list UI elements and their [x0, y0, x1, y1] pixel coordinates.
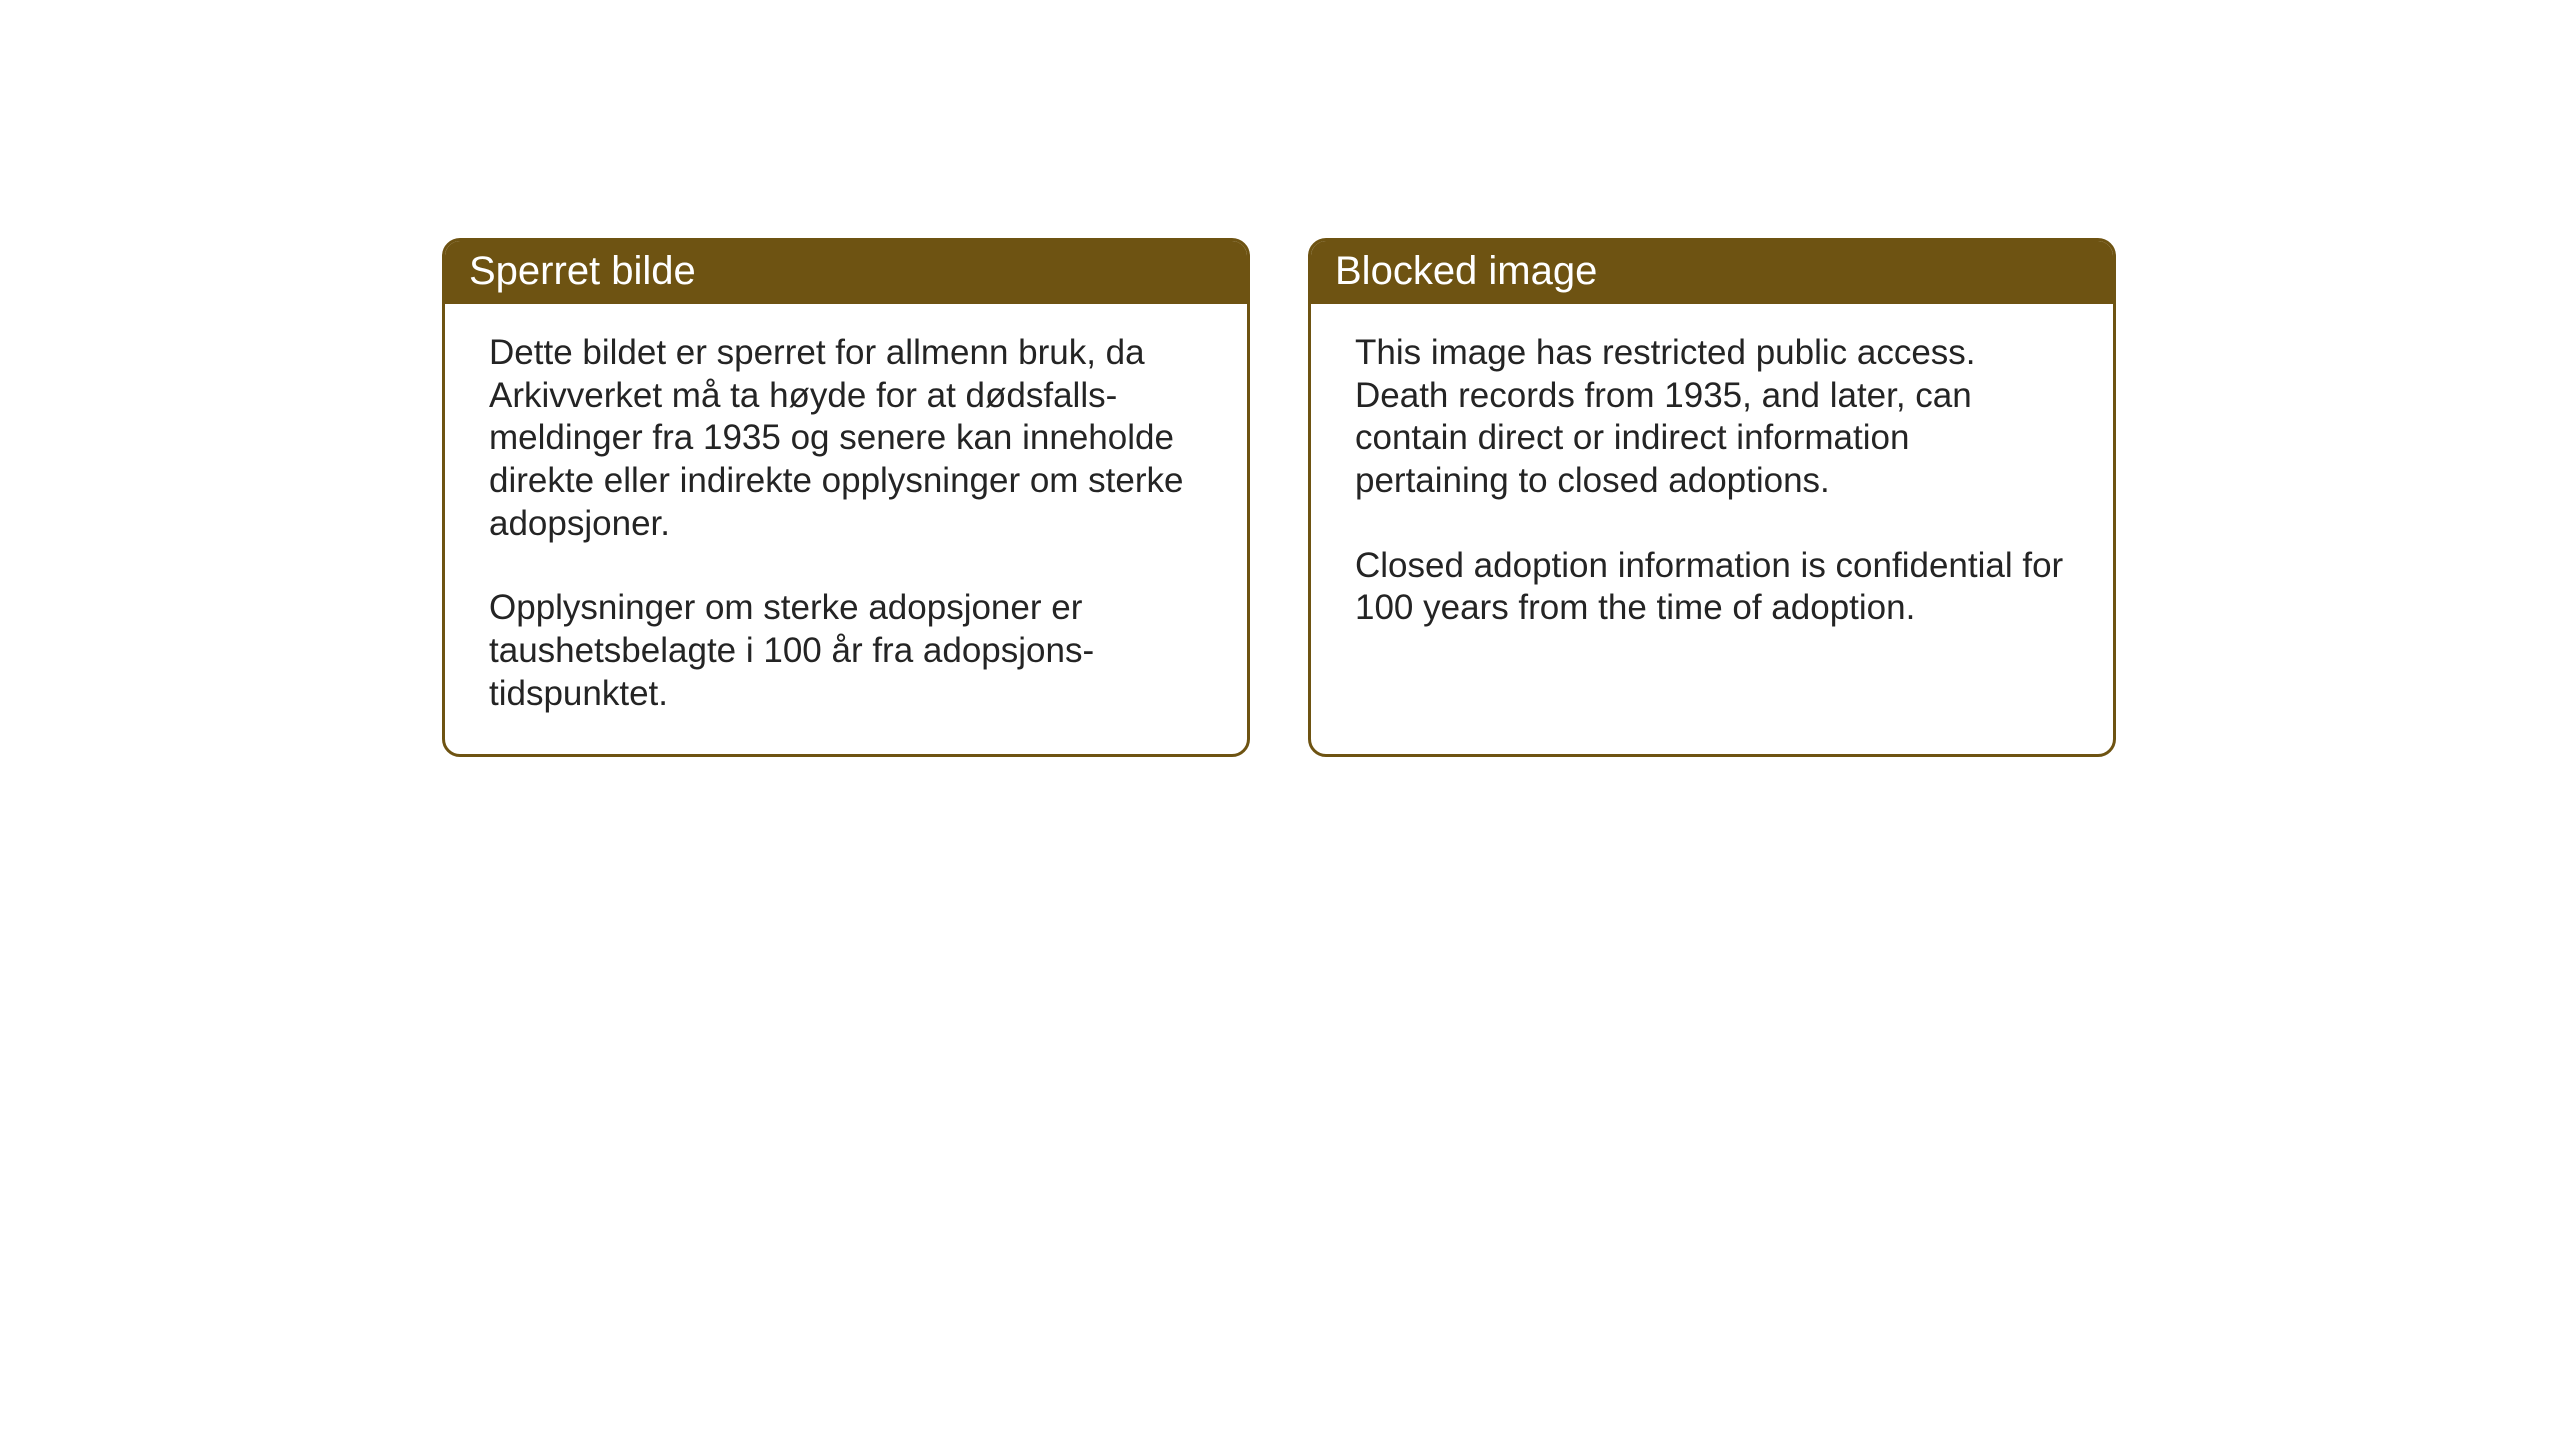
- notice-title-norwegian: Sperret bilde: [469, 249, 696, 293]
- notice-header-norwegian: Sperret bilde: [445, 241, 1247, 304]
- notice-paragraph2-norwegian: Opplysninger om sterke adopsjoner er tau…: [489, 587, 1203, 715]
- notice-paragraph2-english: Closed adoption information is confident…: [1355, 545, 2069, 630]
- notice-body-english: This image has restricted public access.…: [1311, 304, 2113, 668]
- notice-paragraph1-english: This image has restricted public access.…: [1355, 332, 2069, 503]
- notice-body-norwegian: Dette bildet er sperret for allmenn bruk…: [445, 304, 1247, 754]
- notice-paragraph1-norwegian: Dette bildet er sperret for allmenn bruk…: [489, 332, 1203, 545]
- notice-header-english: Blocked image: [1311, 241, 2113, 304]
- notice-card-english: Blocked image This image has restricted …: [1308, 238, 2116, 757]
- notice-container: Sperret bilde Dette bildet er sperret fo…: [442, 238, 2116, 757]
- notice-title-english: Blocked image: [1335, 249, 1597, 293]
- notice-card-norwegian: Sperret bilde Dette bildet er sperret fo…: [442, 238, 1250, 757]
